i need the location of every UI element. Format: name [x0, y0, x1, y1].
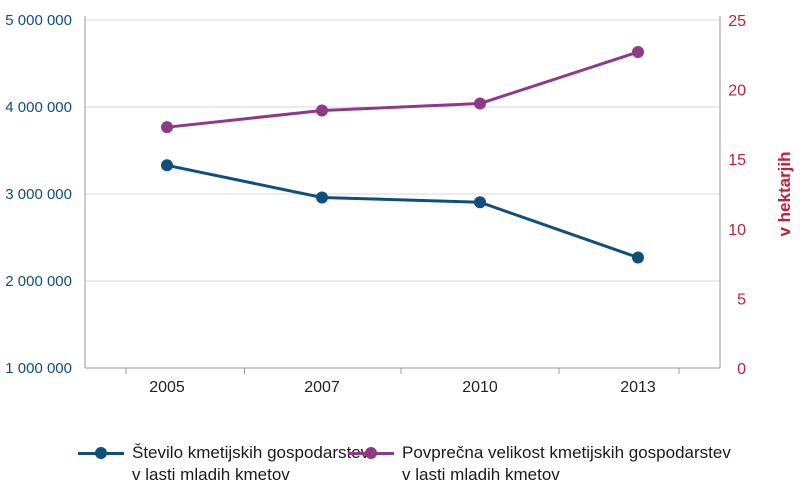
legend-label-line-1: Število kmetijskih gospodarstev	[132, 443, 370, 462]
series-line-1	[166, 50, 639, 129]
legend-item-farm-count: Število kmetijskih gospodarstev v lasti …	[78, 442, 369, 486]
right-tick-label: 25	[728, 13, 746, 30]
right-tick-label: 0	[737, 361, 746, 378]
left-tick-label: 2 000 000	[5, 273, 72, 290]
legend-swatch-avg-size	[348, 446, 394, 460]
gridlines	[85, 19, 720, 369]
x-tick-label: 2010	[462, 379, 498, 396]
right-tick-label: 20	[728, 83, 746, 100]
legend-label-avg-size: Povprečna velikost kmetijskih gospodarst…	[402, 442, 731, 486]
right-axis-label: v hektarjih	[775, 151, 794, 236]
left-tick-label: 5 000 000	[5, 12, 72, 29]
data-point	[632, 251, 644, 264]
series-group	[161, 46, 644, 264]
right-tick-label: 15	[728, 152, 746, 169]
legend-label-farm-count: Število kmetijskih gospodarstev v lasti …	[132, 442, 369, 486]
right-tick-label: 10	[728, 222, 746, 239]
x-tick-label: 2005	[149, 379, 185, 396]
left-tick-label: 4 000 000	[5, 99, 72, 116]
right-axis-ticks: 0 5 10 15 20 25	[728, 13, 746, 378]
axes	[84, 16, 721, 374]
data-point	[474, 97, 486, 110]
data-point	[632, 46, 644, 59]
data-point	[316, 191, 328, 204]
legend-item-avg-size: Povprečna velikost kmetijskih gospodarst…	[348, 442, 731, 486]
legend-label-line-1: Povprečna velikost kmetijskih gospodarst…	[402, 443, 731, 462]
data-point	[474, 196, 486, 209]
legend-label-line-2: v lasti mladih kmetov	[402, 465, 560, 484]
x-tick-label: 2007	[304, 379, 340, 396]
series-line-0	[166, 163, 639, 259]
x-axis-ticks: 2005 2007 2010 2013	[149, 379, 656, 396]
right-tick-label: 5	[737, 291, 746, 308]
data-point	[161, 121, 173, 134]
legend-label-line-2: v lasti mladih kmetov	[132, 465, 290, 484]
legend-swatch-farm-count	[78, 446, 124, 460]
line-chart: 1 000 000 2 000 000 3 000 000 4 000 000 5 00…	[5, 12, 794, 396]
left-tick-label: 3 000 000	[5, 186, 72, 203]
data-point	[161, 159, 173, 172]
data-point	[316, 104, 328, 117]
left-axis-ticks: 1 000 000 2 000 000 3 000 000 4 000 000 5 00…	[5, 12, 72, 377]
x-tick-label: 2013	[620, 379, 656, 396]
left-tick-label: 1 000 000	[5, 360, 72, 377]
